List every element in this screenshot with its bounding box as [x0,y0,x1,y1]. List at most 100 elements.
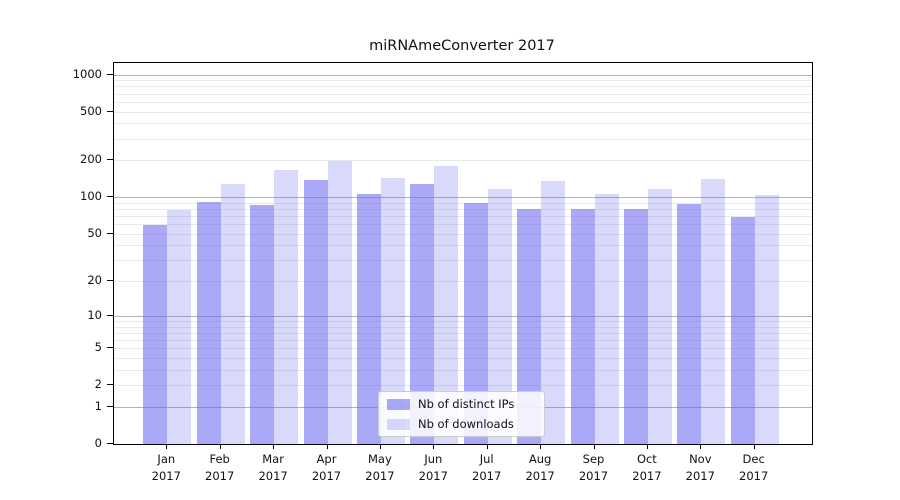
x-axis-tick-label: Sep 2017 [578,452,609,483]
x-axis-tick [219,444,221,449]
gridline-minor [114,216,812,217]
bar-nb-of-distinct-ips [730,216,755,444]
gridline-minor [114,369,812,371]
gridline-minor [114,281,812,283]
legend-swatch-distinct-ips [387,398,410,410]
bar-nb-of-distinct-ips [570,209,595,444]
y-axis-tick [107,110,113,112]
x-axis-tick-label: Aug 2017 [525,452,555,483]
x-axis-tick [700,444,702,449]
y-axis-tick [107,314,113,316]
gridline-minor [114,101,812,103]
gridline-minor [114,160,812,162]
x-axis-tick-label: Oct 2017 [632,452,662,483]
x-axis-tick [540,444,542,449]
x-axis-tick-label: Jan 2017 [151,452,181,483]
bar-nb-of-downloads [274,169,299,444]
x-axis-tick-label: May 2017 [365,452,395,483]
x-axis-tick [273,444,275,449]
gridline-minor [114,86,812,88]
x-axis-tick [753,444,755,449]
y-axis-tick-label: 1000 [72,66,102,81]
gridline-minor [114,123,812,125]
legend-item-downloads: Nb of downloads [387,416,536,432]
y-axis-tick [107,159,113,161]
y-axis-tick-label: 100 [80,189,102,204]
gridline-minor [114,339,812,341]
gridline-minor [114,260,812,262]
y-axis-tick [107,347,113,349]
gridline-major [114,197,812,199]
gridline-major [114,315,812,317]
x-axis-tick-label: Mar 2017 [258,452,288,483]
y-axis-tick-label: 5 [94,340,102,355]
gridline-minor [114,332,812,334]
x-axis-tick [433,444,435,449]
bar-nb-of-downloads [327,160,352,444]
bar-nb-of-distinct-ips [623,209,648,444]
gridline-minor [114,93,812,95]
x-axis-tick-label: Jul 2017 [472,452,502,483]
y-axis-tick-label: 50 [87,225,102,240]
gridline-minor [114,320,812,322]
gridline-minor [114,111,812,113]
y-axis-tick-label: 200 [80,152,102,167]
bar-nb-of-distinct-ips [677,203,702,444]
bar-nb-of-downloads [701,178,726,444]
gridline-major [114,74,812,76]
gridline-minor [114,326,812,328]
x-axis-tick [593,444,595,449]
y-axis-tick-label: 500 [80,103,102,118]
gridline-minor [114,80,812,82]
x-axis-tick [326,444,328,449]
gridline-minor [114,245,812,247]
bar-nb-of-downloads [541,180,566,444]
y-axis-tick [107,405,113,407]
legend-label-distinct-ips: Nb of distinct IPs [418,397,515,411]
bar-nb-of-distinct-ips [196,201,221,444]
y-axis-tick-label: 20 [87,273,102,288]
bar-nb-of-downloads [167,209,192,444]
x-axis-tick-label: Apr 2017 [311,452,342,483]
x-axis-tick [646,444,648,449]
plot-area [113,62,813,445]
gridline-minor [114,233,812,235]
bar-nb-of-downloads [220,183,245,444]
gridline-minor [114,202,812,204]
y-axis-tick [107,443,113,444]
y-axis-tick [107,73,113,75]
legend-swatch-downloads [387,418,410,430]
gridline-minor [114,224,812,226]
x-axis-tick-label: Nov 2017 [685,452,715,483]
bar-nb-of-downloads [594,193,619,444]
bar-nb-of-distinct-ips [303,180,328,444]
x-axis-tick-label: Jun 2017 [418,452,448,483]
y-axis-tick [107,232,113,234]
legend-item-distinct-ips: Nb of distinct IPs [387,396,536,412]
y-axis-tick-label: 0 [94,436,102,450]
gridline-minor [114,348,812,350]
gridline-minor [114,385,812,387]
y-axis-tick-label: 1 [94,398,102,413]
x-axis-tick [486,444,488,449]
bar-nb-of-distinct-ips [143,225,168,444]
y-axis-tick [107,280,113,282]
bar-nb-of-distinct-ips [356,194,381,444]
y-axis-tick-label: 10 [87,307,102,322]
bar-nb-of-distinct-ips [250,205,275,444]
legend: Nb of distinct IPs Nb of downloads [378,391,545,437]
y-axis-tick-label: 2 [94,377,102,392]
gridline-minor [114,357,812,359]
gridline-minor [114,138,812,140]
y-axis-tick [107,384,113,386]
x-axis-tick-label: Feb 2017 [205,452,235,483]
x-axis-tick [166,444,168,449]
x-axis-tick [379,444,381,449]
bar-nb-of-downloads [647,189,672,444]
x-axis-tick-label: Dec 2017 [739,452,769,483]
y-axis-tick [107,196,113,198]
chart-title: miRNAmeConverter 2017 [369,38,555,54]
legend-label-downloads: Nb of downloads [418,417,514,431]
gridline-minor [114,209,812,210]
